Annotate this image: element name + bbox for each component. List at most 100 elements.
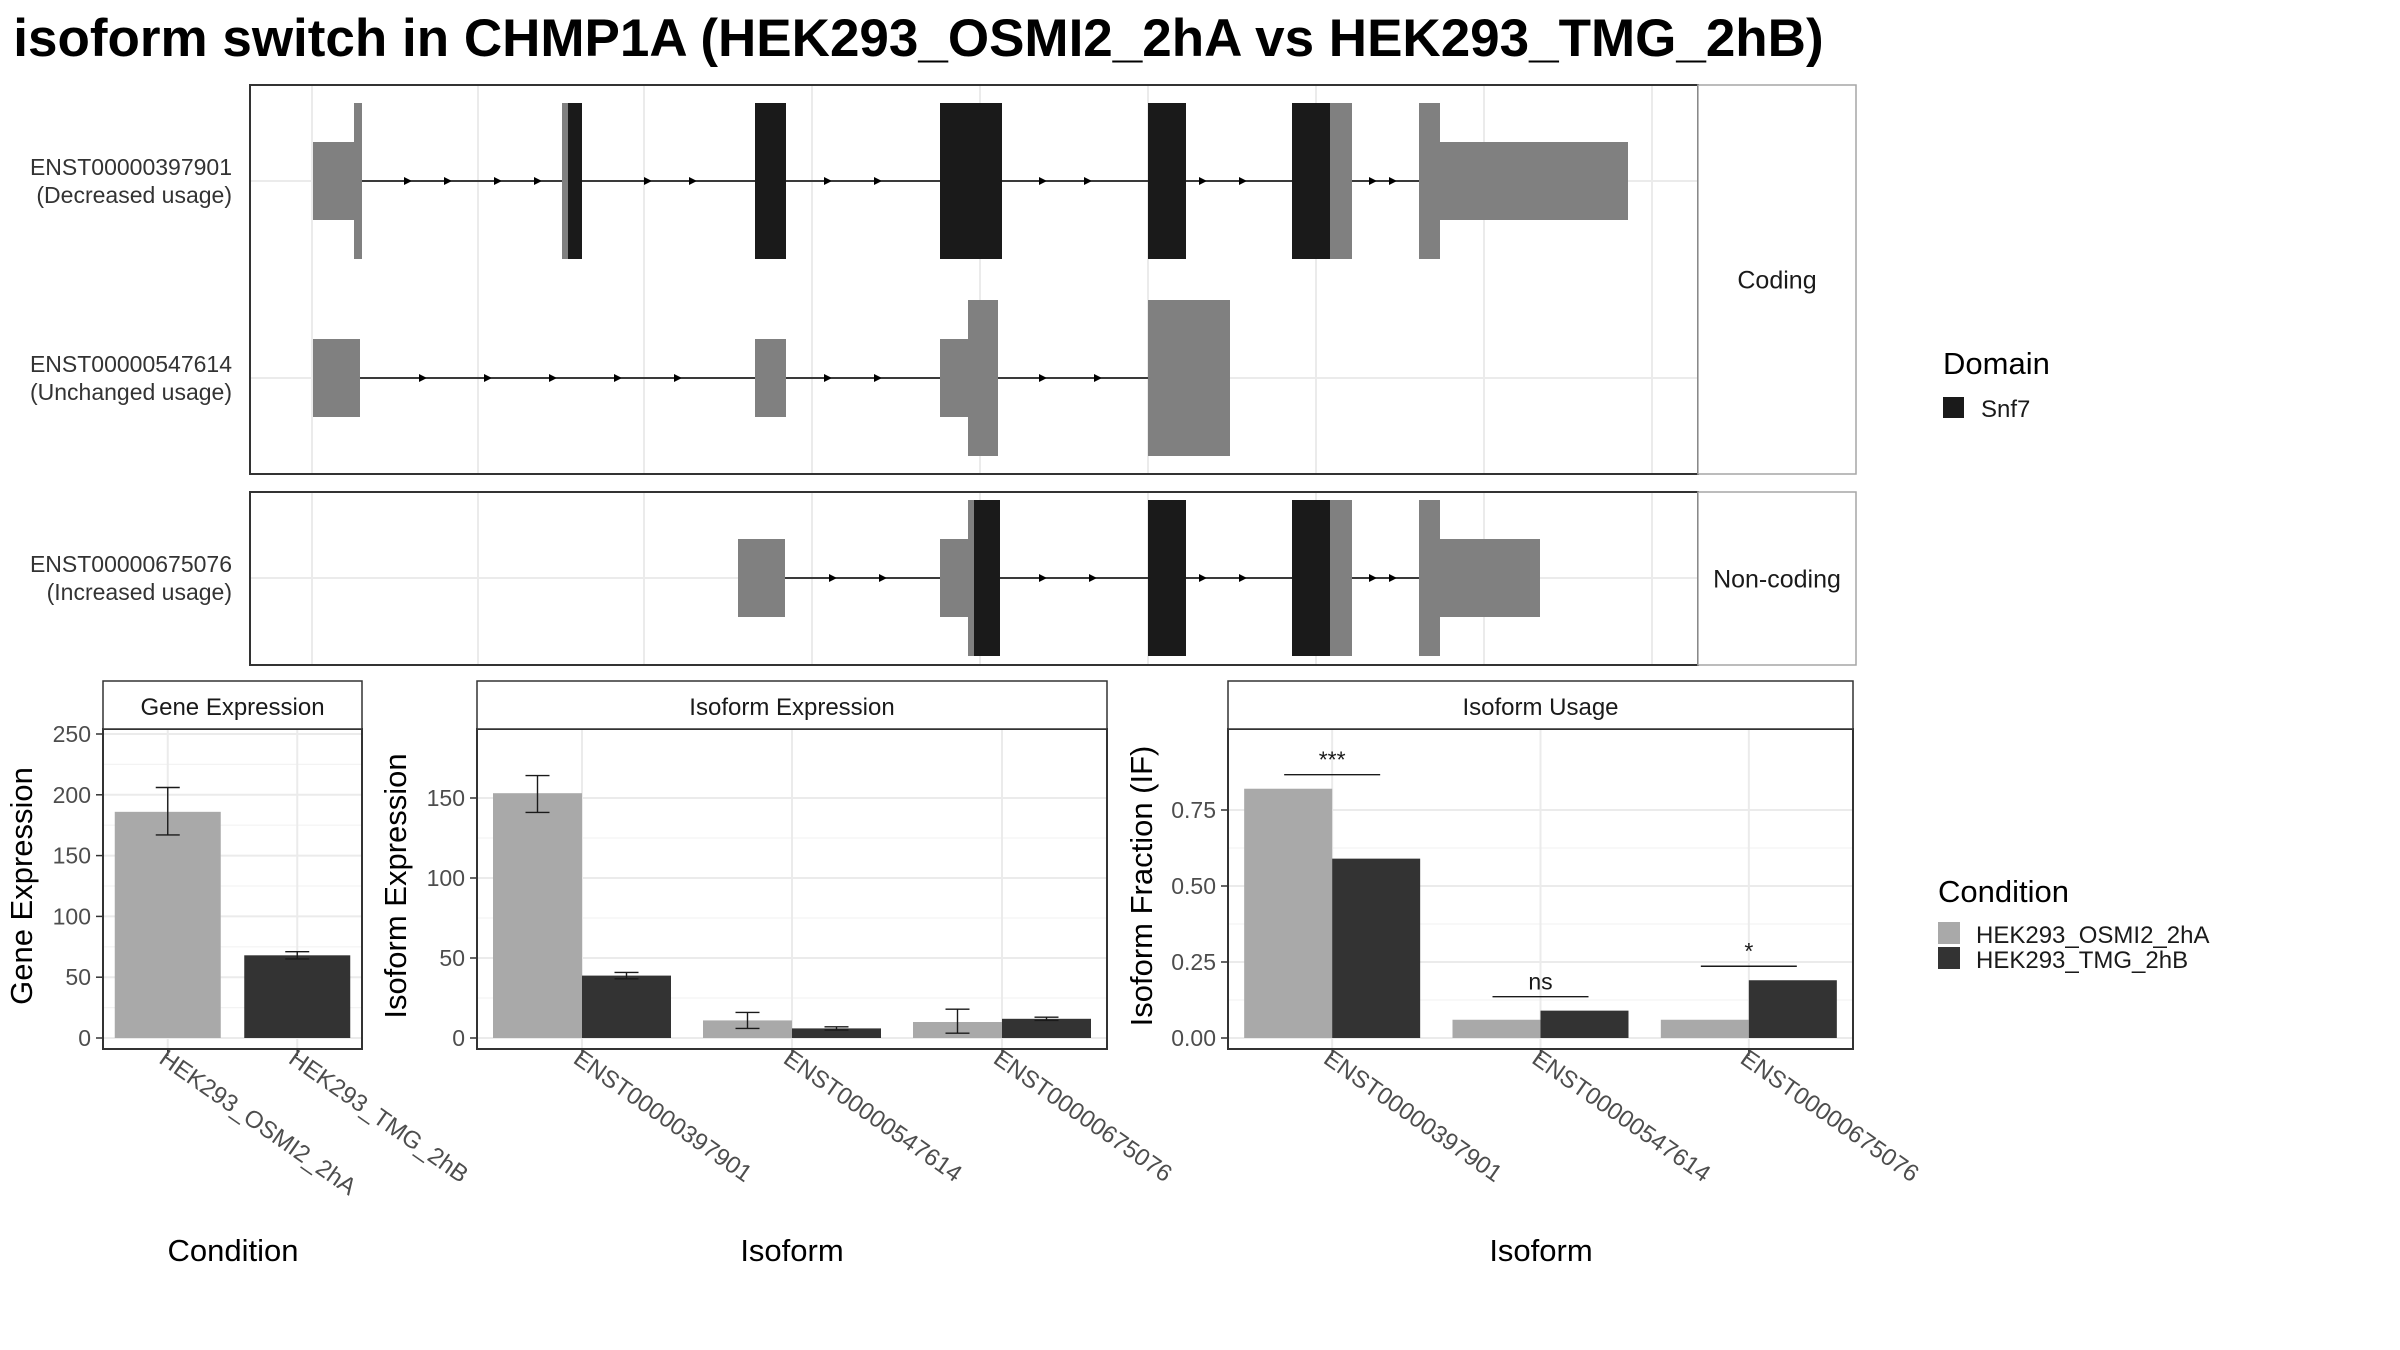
transcript-id-label: ENST00000397901 bbox=[30, 154, 232, 180]
y-tick-label: 0 bbox=[78, 1025, 91, 1051]
bar-panel-strip bbox=[102, 680, 363, 730]
strand-arrow bbox=[824, 374, 832, 382]
snf7-domain-exon bbox=[1148, 500, 1186, 656]
snf7-domain-exon bbox=[1292, 103, 1330, 259]
legends: Domain Snf7 Condition HEK293_OSMI2_2hAHEK29… bbox=[1938, 346, 2209, 974]
transcript-usage-label: (Unchanged usage) bbox=[30, 379, 232, 405]
bar bbox=[703, 1020, 792, 1038]
transcript-structure-panel: Coding Non-coding ENST00000397901(Decrease… bbox=[30, 84, 1857, 666]
exon-block bbox=[738, 539, 785, 617]
domain-legend-label: Snf7 bbox=[1981, 396, 2030, 423]
group-strip-label: Coding bbox=[1737, 267, 1816, 295]
group-strip bbox=[1697, 84, 1857, 475]
exon-block bbox=[968, 500, 976, 656]
bar bbox=[114, 811, 221, 1038]
y-tick-label: 100 bbox=[427, 865, 465, 891]
strand-arrow bbox=[874, 374, 882, 382]
y-tick-label: 100 bbox=[53, 903, 91, 929]
y-axis-title: Isoform Expression bbox=[378, 753, 413, 1018]
bar-panel-2: 0.00 0.25 0.50 0.75 *** ns * Isoform Usage ENST0… bbox=[1124, 680, 1924, 1268]
strand-arrow bbox=[614, 374, 622, 382]
exon-block bbox=[1434, 539, 1540, 617]
figure-title: Gene isoform switch in CHMP1A (HEK293_OS… bbox=[0, 9, 1824, 68]
snf7-domain-exon bbox=[974, 500, 1000, 656]
strand-arrow bbox=[1089, 574, 1097, 582]
strand-arrow bbox=[674, 374, 682, 382]
exon-block bbox=[313, 142, 362, 220]
strand-arrow bbox=[1239, 574, 1247, 582]
x-tick-label: ENST00000397901 bbox=[569, 1045, 757, 1188]
strand-arrow bbox=[444, 177, 452, 185]
y-tick-label: 0.50 bbox=[1171, 873, 1216, 899]
bar-panel-1: 0 50 100 150 Isoform Expression ENST000003979… bbox=[378, 680, 1177, 1268]
bar bbox=[1748, 980, 1837, 1038]
transcript-usage-label: (Increased usage) bbox=[47, 579, 232, 605]
strand-arrow bbox=[1389, 574, 1397, 582]
strand-arrow bbox=[534, 177, 542, 185]
y-tick-label: 0.00 bbox=[1171, 1025, 1216, 1051]
condition-legend-swatch bbox=[1938, 922, 1960, 944]
bar-panel-title: Gene Expression bbox=[140, 694, 324, 721]
transcript-usage-label: (Decreased usage) bbox=[36, 182, 232, 208]
x-tick-label: ENST00000397901 bbox=[1319, 1045, 1507, 1188]
bar bbox=[1244, 788, 1333, 1038]
snf7-domain-exon bbox=[568, 103, 582, 259]
exon-block bbox=[940, 339, 972, 417]
x-tick-label: ENST00000675076 bbox=[1735, 1045, 1923, 1188]
y-tick-label: 50 bbox=[65, 964, 91, 990]
exon-block bbox=[1330, 500, 1352, 656]
y-tick-label: 0.25 bbox=[1171, 949, 1216, 975]
bar-panel-title: Isoform Expression bbox=[689, 694, 894, 721]
x-tick-label: ENST00000675076 bbox=[989, 1045, 1177, 1188]
snf7-domain-exon bbox=[940, 103, 1002, 259]
strand-arrow bbox=[1084, 177, 1092, 185]
strand-arrow bbox=[484, 374, 492, 382]
strand-arrow bbox=[1039, 574, 1047, 582]
y-axis-title: Gene Expression bbox=[4, 767, 39, 1005]
bar-panel-strip bbox=[1227, 680, 1854, 730]
group-strip-label: Non-coding bbox=[1713, 566, 1841, 594]
x-axis-title: Isoform bbox=[740, 1233, 843, 1268]
strand-arrow bbox=[1094, 374, 1102, 382]
bar bbox=[1332, 858, 1421, 1038]
y-tick-label: 50 bbox=[439, 945, 465, 971]
x-axis-title: Condition bbox=[168, 1233, 299, 1268]
strand-arrow bbox=[1199, 574, 1207, 582]
condition-legend-label: HEK293_TMG_2hB bbox=[1976, 947, 2188, 974]
bar bbox=[493, 793, 582, 1038]
snf7-domain-exon bbox=[755, 103, 786, 259]
y-tick-label: 0 bbox=[452, 1025, 465, 1051]
snf7-domain-exon bbox=[1292, 500, 1330, 656]
snf7-domain-exon bbox=[1148, 103, 1186, 259]
condition-legend-swatch bbox=[1938, 947, 1960, 969]
exon-block bbox=[1330, 103, 1352, 259]
x-tick-label: ENST00000547614 bbox=[1527, 1045, 1715, 1188]
bar bbox=[1540, 1010, 1629, 1038]
strand-arrow bbox=[644, 177, 652, 185]
significance-label: * bbox=[1744, 938, 1753, 964]
strand-arrow bbox=[824, 177, 832, 185]
y-tick-label: 150 bbox=[53, 843, 91, 869]
bar bbox=[1002, 1018, 1091, 1038]
strand-arrow bbox=[1039, 177, 1047, 185]
bar bbox=[1660, 1019, 1749, 1038]
y-tick-label: 150 bbox=[427, 785, 465, 811]
strand-arrow bbox=[829, 574, 837, 582]
transcript-id-label: ENST00000547614 bbox=[30, 351, 232, 377]
transcript-id-label: ENST00000675076 bbox=[30, 551, 232, 577]
y-tick-label: 200 bbox=[53, 782, 91, 808]
strand-arrow bbox=[1369, 177, 1377, 185]
x-axis-title: Isoform bbox=[1489, 1233, 1592, 1268]
exon-block bbox=[354, 103, 362, 259]
bar bbox=[244, 955, 351, 1038]
exon-block bbox=[940, 539, 972, 617]
bar bbox=[792, 1028, 881, 1038]
bar bbox=[582, 975, 671, 1038]
condition-legend-title: Condition bbox=[1938, 874, 2069, 909]
strand-arrow bbox=[879, 574, 887, 582]
exon-block bbox=[313, 339, 360, 417]
x-tick-label: ENST00000547614 bbox=[779, 1045, 967, 1188]
